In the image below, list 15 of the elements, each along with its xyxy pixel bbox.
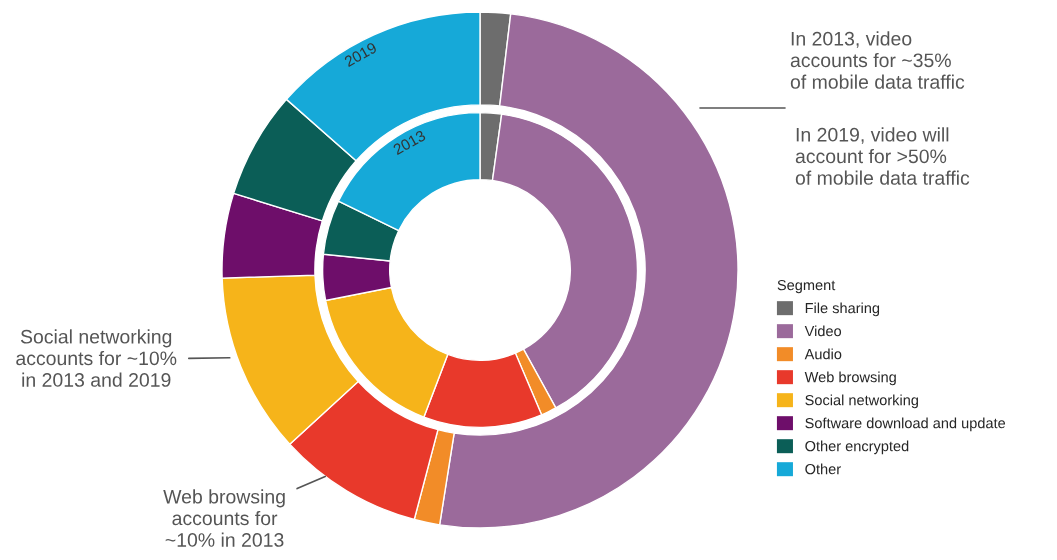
- slice-label: 2019: [343, 41, 378, 68]
- legend-label: Audio: [804, 348, 842, 360]
- legend-title: Segment: [777, 279, 836, 294]
- legend-label: Other encrypted: [805, 440, 909, 455]
- text: Social networking accounts for ~10% in 2013 and 2019: [16, 329, 177, 387]
- legend-label: Social networking: [805, 394, 918, 409]
- legend-label: Other: [805, 463, 841, 475]
- legend-label: Software download and update: [805, 417, 1006, 432]
- legend-label: Web browsing: [804, 371, 896, 386]
- text: Web browsing accounts for ~10% in 2013: [163, 489, 285, 547]
- legend-label: Video: [804, 325, 842, 337]
- slice-label: 2013: [392, 129, 427, 156]
- legend-label: File sharing: [805, 302, 880, 317]
- text: In 2013, video accounts for ~35% of mobile data traffic: [790, 31, 965, 89]
- text: In 2019, video will account for >50% of mobile data traffic: [795, 127, 970, 185]
